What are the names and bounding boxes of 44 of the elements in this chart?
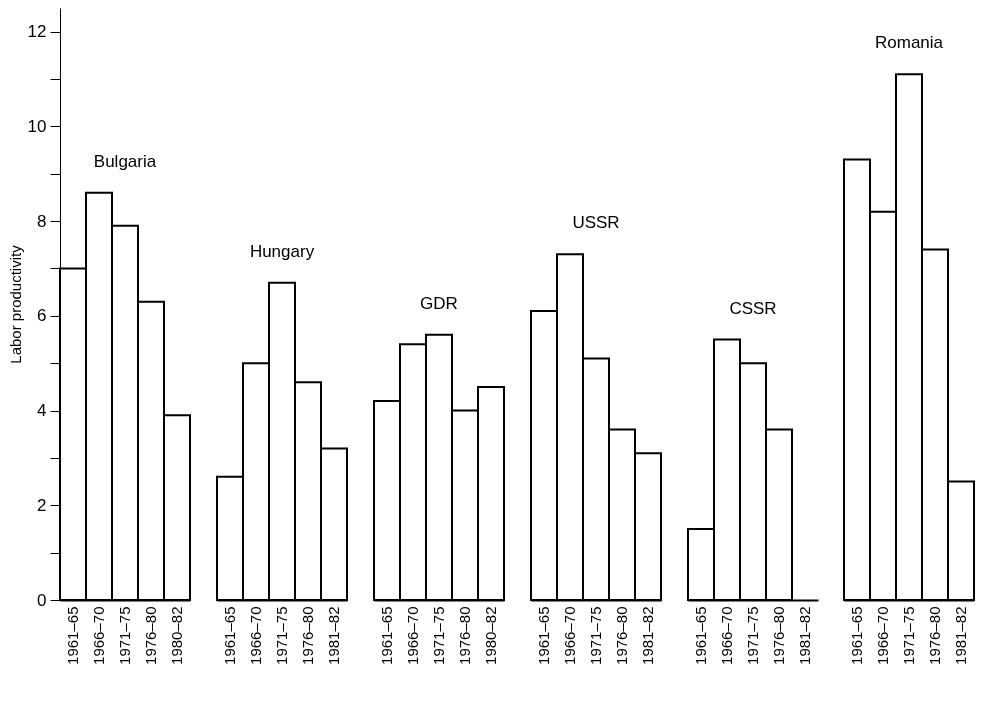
x-tick-label: 1961–65: [378, 606, 395, 665]
x-tick-label: 1971–75: [744, 606, 761, 665]
x-tick-label: 1966–70: [247, 606, 264, 665]
x-tick-label: 1961–65: [221, 606, 238, 665]
x-tick-label: 1966–70: [874, 606, 891, 665]
x-tick-label: 1976–80: [926, 606, 943, 665]
y-tick-label: 8: [37, 211, 47, 231]
x-tick-label: 1976–80: [456, 606, 473, 665]
x-tick-label: 1966–70: [404, 606, 421, 665]
x-tick-label: 1976–80: [299, 606, 316, 665]
y-axis-title: Labor productivity: [6, 244, 24, 364]
x-tick-label: 1961–65: [535, 606, 552, 665]
x-tick-label: 1966–70: [90, 606, 107, 665]
x-tick-label: 1981–82: [796, 606, 813, 665]
x-tick-label: 1971–75: [116, 606, 133, 665]
x-tick-label: 1980–82: [482, 606, 499, 665]
annotation: Hungary: [249, 241, 315, 261]
x-tick-label: 1981–82: [952, 606, 969, 665]
x-tick-label: 1966–70: [561, 606, 578, 665]
x-tick-label: 1980–82: [168, 606, 185, 665]
y-tick-label: 10: [27, 116, 47, 136]
x-tick-label: 1961–65: [692, 606, 709, 665]
annotation: GDR: [420, 293, 458, 313]
y-tick-label: 4: [37, 401, 47, 421]
y-tick-label: 12: [27, 22, 47, 42]
annotation: USSR: [572, 213, 620, 233]
x-tick-label: 1981–82: [325, 606, 342, 665]
x-tick-label: 1971–75: [430, 606, 447, 665]
x-tick-label: 1966–70: [718, 606, 735, 665]
annotation: Romania: [874, 33, 944, 53]
annotation: CSSR: [729, 298, 777, 318]
x-tick-label: 1961–65: [64, 606, 81, 665]
x-tick-label: 1971–75: [273, 606, 290, 665]
x-tick-label: 1981–82: [639, 606, 656, 665]
x-tick-label: 1976–80: [142, 606, 159, 665]
y-tick-label: 2: [37, 495, 47, 515]
y-tick-label: 0: [37, 590, 47, 610]
x-tick-label: 1976–80: [770, 606, 787, 665]
x-tick-label: 1976–80: [613, 606, 630, 665]
x-tick-label: 1971–75: [587, 606, 604, 665]
x-tick-label: 1971–75: [900, 606, 917, 665]
y-tick-label: 6: [37, 306, 47, 326]
x-tick-label: 1961–65: [848, 606, 865, 665]
annotation: Bulgaria: [93, 151, 157, 171]
